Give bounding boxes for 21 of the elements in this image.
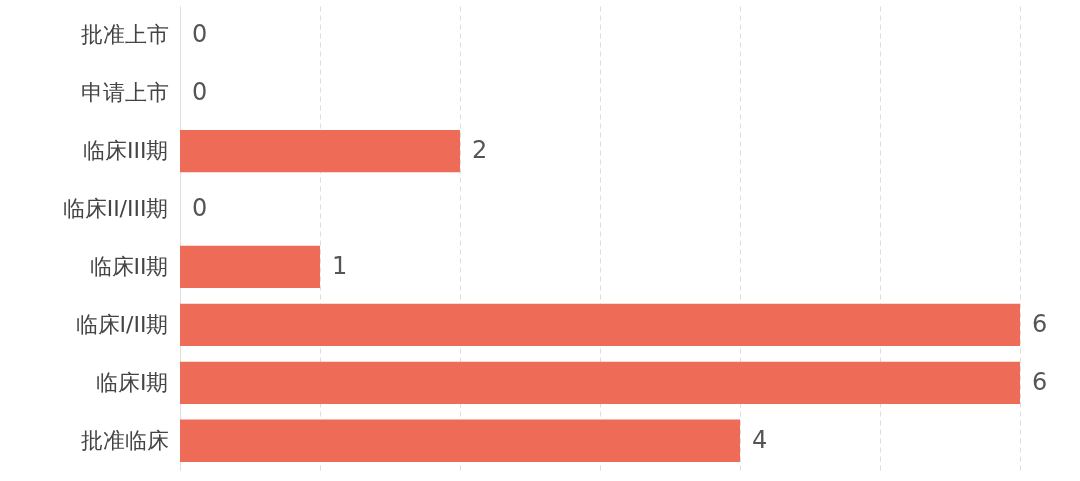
bar: [180, 303, 1020, 347]
data-label: 0: [192, 194, 208, 223]
bar: [180, 129, 460, 173]
data-label: 6: [1032, 309, 1048, 338]
y-tick-label: 申请上市: [80, 80, 169, 106]
y-tick-label: 临床II期: [89, 253, 169, 279]
y-tick-label: 临床I/II期: [75, 311, 169, 337]
bar: [180, 245, 320, 289]
data-label: 4: [752, 425, 768, 454]
y-tick-label: 临床I期: [96, 369, 169, 395]
y-tick-label: 批准上市: [80, 22, 169, 48]
data-label: 0: [192, 20, 208, 49]
data-label: 1: [332, 251, 348, 280]
bar: [180, 361, 1020, 404]
data-label: 2: [472, 136, 488, 165]
data-label: 6: [1032, 367, 1048, 396]
y-tick-label: 批准临床: [80, 427, 169, 453]
data-label: 0: [192, 78, 208, 107]
bar: [180, 419, 740, 462]
y-tick-label: 临床II/III期: [62, 196, 169, 222]
y-tick-label: 临床III期: [83, 138, 169, 164]
